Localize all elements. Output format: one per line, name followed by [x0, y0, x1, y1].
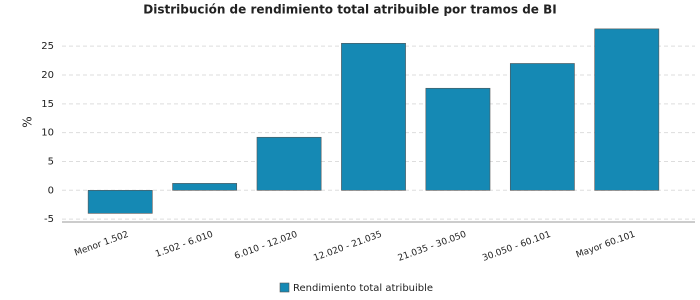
x-tick-label: 6.010 - 12.020 — [233, 230, 299, 262]
x-tick-label: Mayor 60.101 — [575, 230, 637, 261]
legend-label: Rendimiento total atribuible — [293, 283, 433, 294]
y-tick-label: -5 — [44, 214, 54, 225]
legend-swatch — [279, 282, 290, 293]
bar — [87, 189, 153, 214]
y-tick-label: 5 — [48, 156, 54, 167]
x-tick-label: 12.020 - 21.035 — [312, 230, 383, 264]
bar — [509, 63, 575, 191]
x-tick-label: 1.502 - 6.010 — [154, 230, 215, 260]
y-axis-label: % — [21, 116, 35, 127]
y-tick-label: 20 — [41, 70, 54, 81]
bar — [341, 42, 406, 191]
y-tick-label: 0 — [48, 185, 54, 196]
x-tick-label: 30.050 - 60.101 — [481, 230, 552, 264]
bar — [172, 183, 238, 191]
bar — [425, 87, 491, 191]
chart-title: Distribución de rendimiento total atribu… — [143, 3, 556, 17]
x-tick-label: 21.035 - 30.050 — [397, 230, 468, 264]
y-tick-label: 15 — [41, 99, 54, 110]
y-tick-label: 10 — [41, 128, 54, 139]
bar — [256, 136, 322, 191]
x-tick-label: Menor 1.502 — [73, 230, 130, 259]
y-tick-label: 25 — [41, 41, 54, 52]
bar — [594, 28, 660, 191]
